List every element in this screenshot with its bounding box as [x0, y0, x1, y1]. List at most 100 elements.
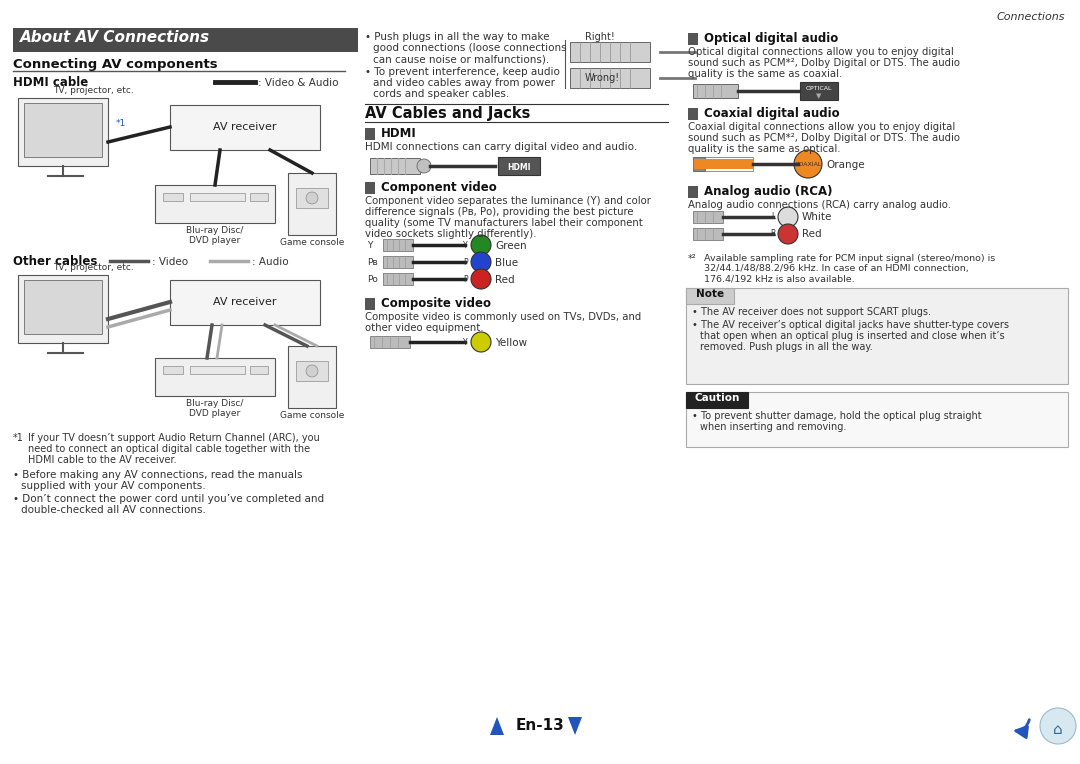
- Bar: [296, 188, 328, 208]
- Text: Y: Y: [367, 241, 373, 250]
- Text: Blue: Blue: [495, 258, 518, 268]
- Text: Blu-ray Disc/: Blu-ray Disc/: [187, 226, 244, 235]
- Bar: [249, 366, 268, 374]
- Text: Wrong!: Wrong!: [585, 73, 620, 83]
- Text: Composite video: Composite video: [381, 297, 491, 310]
- Text: Other cables: Other cables: [13, 255, 97, 268]
- Bar: [693, 228, 723, 240]
- Text: quality is the same as coaxial.: quality is the same as coaxial.: [688, 69, 842, 79]
- Text: Optical digital audio: Optical digital audio: [704, 32, 838, 45]
- Text: need to connect an optical digital cable together with the: need to connect an optical digital cable…: [28, 444, 310, 454]
- Bar: [800, 82, 838, 100]
- Text: COAXIAL: COAXIAL: [794, 161, 822, 167]
- Text: sound such as PCM*², Dolby Digital or DTS. The audio: sound such as PCM*², Dolby Digital or DT…: [688, 133, 960, 143]
- Text: P: P: [463, 258, 468, 267]
- Text: HDMI cable to the AV receiver.: HDMI cable to the AV receiver.: [28, 455, 177, 465]
- Text: • The AV receiver does not support SCART plugs.: • The AV receiver does not support SCART…: [692, 307, 931, 317]
- Bar: [686, 288, 734, 304]
- Bar: [383, 239, 413, 251]
- Bar: [170, 280, 320, 325]
- Bar: [693, 211, 723, 223]
- Text: DVD player: DVD player: [189, 409, 241, 418]
- Text: quality (some TV manufacturers label their component: quality (some TV manufacturers label the…: [365, 218, 643, 228]
- Circle shape: [778, 224, 798, 244]
- Text: OPTICAL: OPTICAL: [806, 86, 833, 91]
- Text: • Push plugs in all the way to make: • Push plugs in all the way to make: [365, 32, 550, 42]
- Bar: [249, 193, 268, 201]
- Text: supplied with your AV components.: supplied with your AV components.: [21, 481, 205, 491]
- Text: Orange: Orange: [826, 160, 865, 170]
- Circle shape: [700, 159, 710, 169]
- Text: Y: Y: [463, 338, 468, 347]
- Text: Coaxial digital audio: Coaxial digital audio: [704, 107, 839, 120]
- Circle shape: [306, 365, 318, 377]
- Bar: [383, 273, 413, 285]
- Text: ▼: ▼: [816, 93, 822, 99]
- Bar: [688, 33, 698, 45]
- Text: Component video: Component video: [381, 181, 497, 194]
- Text: • To prevent interference, keep audio: • To prevent interference, keep audio: [365, 67, 559, 77]
- Text: • Don’t connect the power cord until you’ve completed and: • Don’t connect the power cord until you…: [13, 494, 324, 504]
- Text: En-13: En-13: [515, 718, 565, 733]
- Text: Connections: Connections: [997, 12, 1065, 22]
- Text: and video cables away from power: and video cables away from power: [373, 78, 555, 88]
- Text: Green: Green: [495, 241, 527, 251]
- Text: *1: *1: [116, 118, 126, 128]
- Text: 32/44.1/48/88.2/96 kHz. In case of an HDMI connection,: 32/44.1/48/88.2/96 kHz. In case of an HD…: [704, 264, 969, 273]
- Bar: [13, 28, 357, 52]
- Text: HDMI: HDMI: [508, 163, 530, 172]
- Text: Pᴏ: Pᴏ: [367, 275, 378, 284]
- Text: Available sampling rate for PCM input signal (stereo/mono) is: Available sampling rate for PCM input si…: [704, 254, 996, 263]
- Circle shape: [1040, 708, 1076, 744]
- Circle shape: [471, 235, 491, 255]
- Text: Caution: Caution: [694, 393, 740, 403]
- Text: Y: Y: [463, 241, 468, 250]
- Text: Red: Red: [802, 229, 822, 239]
- Bar: [370, 336, 410, 348]
- Bar: [296, 361, 328, 381]
- Polygon shape: [568, 717, 582, 735]
- Text: that open when an optical plug is inserted and close when it’s: that open when an optical plug is insert…: [700, 331, 1004, 341]
- Text: video sockets slightly differently).: video sockets slightly differently).: [365, 229, 537, 239]
- Text: 176.4/192 kHz is also available.: 176.4/192 kHz is also available.: [704, 274, 854, 283]
- Text: AV Cables and Jacks: AV Cables and Jacks: [365, 106, 530, 121]
- Text: cords and speaker cables.: cords and speaker cables.: [373, 89, 510, 99]
- Text: Yellow: Yellow: [495, 338, 527, 348]
- Text: • Before making any AV connections, read the manuals: • Before making any AV connections, read…: [13, 470, 302, 480]
- Circle shape: [417, 159, 431, 173]
- Text: • The AV receiver’s optical digital jacks have shutter-type covers: • The AV receiver’s optical digital jack…: [692, 320, 1009, 330]
- Bar: [156, 185, 275, 223]
- Bar: [688, 108, 698, 120]
- Bar: [686, 392, 748, 408]
- Text: P: P: [463, 275, 468, 284]
- Text: difference signals (Pʙ, Pᴏ), providing the best picture: difference signals (Pʙ, Pᴏ), providing t…: [365, 207, 634, 217]
- Bar: [18, 98, 108, 166]
- Bar: [498, 157, 540, 175]
- Text: Component video separates the luminance (Y) and color: Component video separates the luminance …: [365, 196, 651, 206]
- Bar: [686, 392, 1068, 447]
- Bar: [570, 68, 650, 88]
- Text: removed. Push plugs in all the way.: removed. Push plugs in all the way.: [700, 342, 873, 352]
- Text: Connecting AV components: Connecting AV components: [13, 58, 218, 71]
- Text: Pʙ: Pʙ: [367, 258, 378, 267]
- Bar: [163, 193, 183, 201]
- Bar: [24, 103, 102, 157]
- Text: *1: *1: [13, 433, 24, 443]
- Text: White: White: [802, 212, 833, 222]
- Text: Game console: Game console: [280, 238, 345, 247]
- Text: double-checked all AV connections.: double-checked all AV connections.: [21, 505, 206, 515]
- Bar: [190, 366, 245, 374]
- Bar: [688, 186, 698, 198]
- Text: Game console: Game console: [280, 411, 345, 420]
- Bar: [365, 128, 375, 140]
- Text: can cause noise or malfunctions).: can cause noise or malfunctions).: [373, 54, 550, 64]
- Text: ⌂: ⌂: [1053, 723, 1063, 737]
- Bar: [693, 159, 753, 169]
- Text: *²: *²: [688, 254, 697, 264]
- Text: HDMI connections can carry digital video and audio.: HDMI connections can carry digital video…: [365, 142, 637, 152]
- Text: L: L: [772, 212, 777, 221]
- Text: TV, projector, etc.: TV, projector, etc.: [53, 263, 134, 272]
- Text: AV receiver: AV receiver: [213, 122, 276, 132]
- Bar: [686, 288, 1068, 384]
- Text: If your TV doesn’t support Audio Return Channel (ARC), you: If your TV doesn’t support Audio Return …: [28, 433, 320, 443]
